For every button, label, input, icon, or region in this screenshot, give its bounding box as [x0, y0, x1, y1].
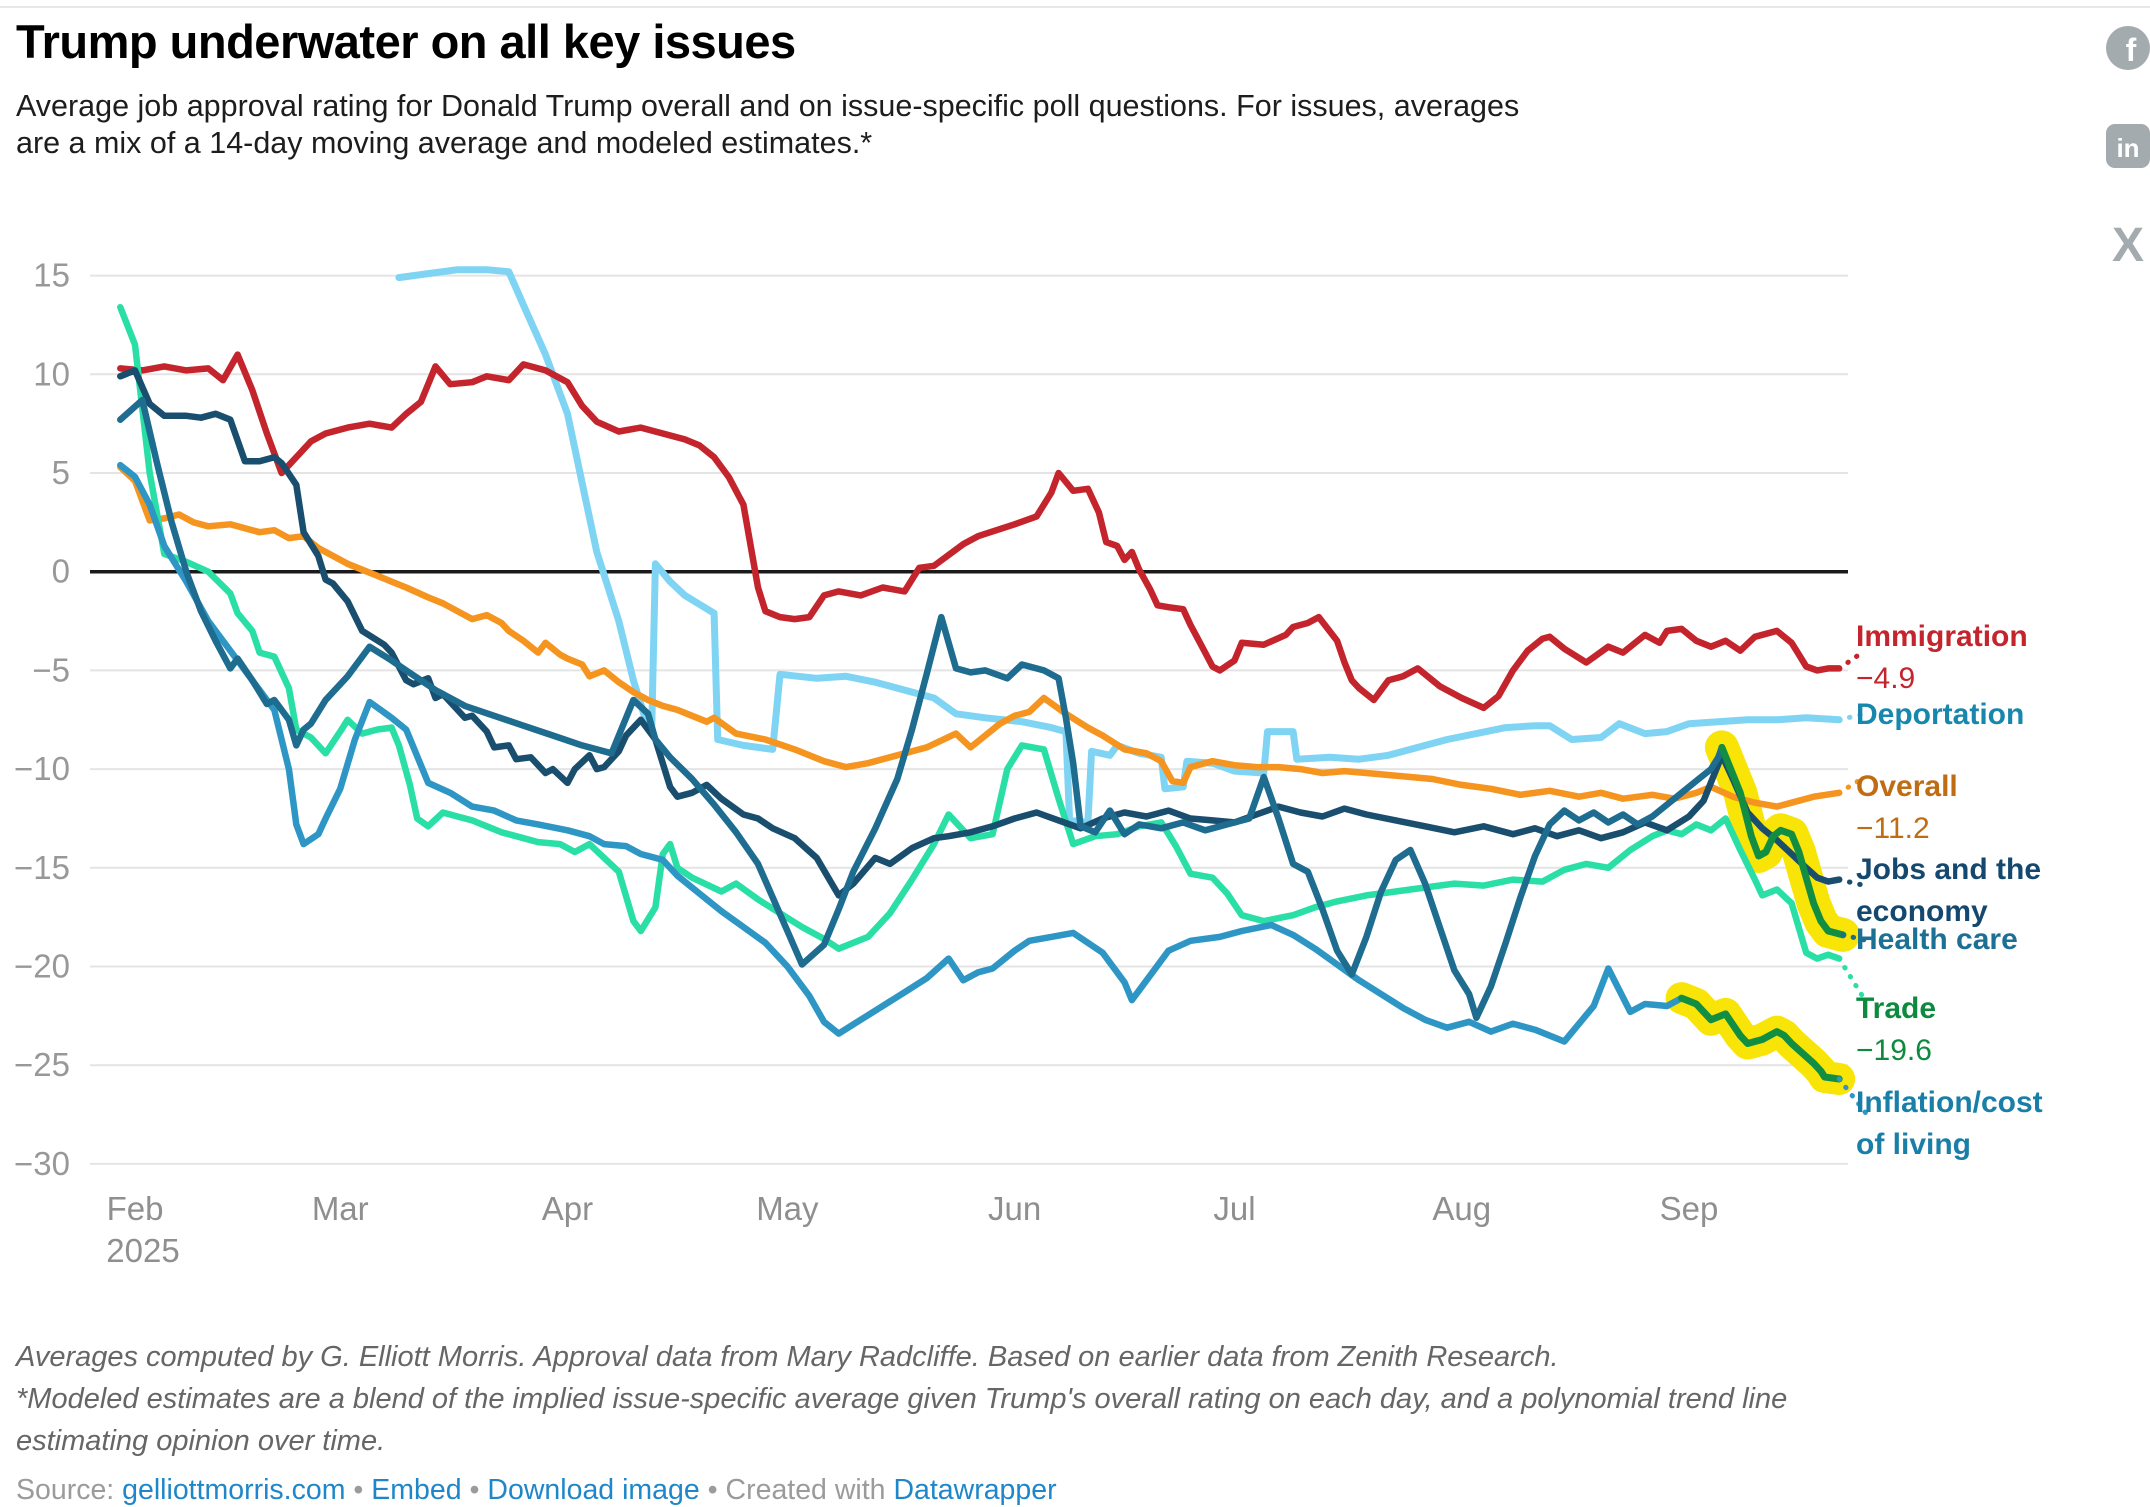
end-label-overall: Overall −11.2	[1856, 766, 1958, 850]
end-label-value: −4.9	[1856, 662, 1916, 695]
x-axis-tick-label: Sep	[1660, 1190, 1719, 1227]
svg-text:in: in	[2116, 133, 2139, 163]
created-with-text: • Created with	[699, 1474, 894, 1506]
download-image-link[interactable]: Download image	[487, 1474, 700, 1506]
end-label-text: Health care	[1856, 923, 2018, 956]
notes-line1: Averages computed by G. Elliott Morris. …	[16, 1341, 1559, 1373]
label-leader-line	[1836, 711, 1868, 723]
label-leader-line	[1836, 877, 1868, 889]
y-axis-tick-label: 15	[33, 257, 70, 294]
x-axis-tick-label: May	[756, 1190, 819, 1227]
end-label-jobs-economy: Jobs and the economy	[1856, 849, 2041, 933]
source-line: Source: gelliottmorris.com • Embed • Dow…	[16, 1474, 2116, 1507]
end-label-inflation: Inflation/cost of living	[1856, 1082, 2043, 1166]
y-axis-tick-label: 0	[52, 553, 70, 590]
end-label-value: −19.6	[1856, 1034, 1932, 1067]
y-axis-tick-label: 10	[33, 355, 70, 392]
x-twitter-share-icon[interactable]: X	[2104, 219, 2150, 273]
end-label-text: of living	[1856, 1128, 1971, 1161]
series-line-health-care-recent-tail	[1718, 743, 1847, 939]
x-axis-tick-label: Aug	[1432, 1190, 1491, 1227]
top-divider	[0, 6, 2150, 8]
end-label-trade: Trade −19.6	[1856, 988, 1936, 1072]
chart-notes: Averages computed by G. Elliott Morris. …	[16, 1336, 2116, 1462]
embed-link[interactable]: Embed	[371, 1474, 462, 1506]
label-leader-line	[1836, 1076, 1872, 1120]
y-axis-tick-label: −30	[14, 1145, 70, 1182]
end-label-text: Deportation	[1856, 698, 2025, 731]
svg-text:X: X	[2112, 220, 2144, 268]
series-line-health-care	[117, 396, 1726, 1022]
end-label-text: Trade	[1856, 992, 1937, 1025]
y-axis-tick-label: −20	[14, 948, 70, 985]
x-axis-year-label: 2025	[106, 1232, 179, 1269]
y-axis-tick-label: −5	[32, 651, 70, 688]
notes-line3: estimating opinion over time.	[16, 1425, 386, 1457]
label-leader-line	[1840, 932, 1872, 944]
end-label-health-care: Health care	[1856, 919, 2018, 961]
source-prefix: Source:	[16, 1474, 123, 1506]
share-buttons: f in X	[2104, 24, 2150, 318]
series-line-inflation-cost-of-living-recent-tail	[1678, 994, 1843, 1083]
series-line-inflation-cost-of-living	[117, 461, 1685, 1045]
end-label-text: Immigration	[1856, 620, 2028, 653]
x-axis-tick-label: Feb	[107, 1190, 164, 1227]
datawrapper-link[interactable]: Datawrapper	[893, 1474, 1057, 1506]
series-line-jobs-and-the-economy	[117, 367, 1843, 899]
label-leader-line	[1836, 956, 1868, 1003]
y-axis-tick-label: −25	[14, 1046, 70, 1083]
end-label-text: Inflation/cost	[1856, 1086, 2043, 1119]
x-axis-tick-label: Jul	[1213, 1190, 1255, 1227]
y-axis-tick-label: −10	[14, 750, 70, 787]
end-label-value: −11.2	[1856, 812, 1930, 845]
svg-text:f: f	[2126, 32, 2137, 68]
y-axis-tick-label: 5	[52, 454, 70, 491]
source-link[interactable]: gelliottmorris.com	[122, 1474, 346, 1506]
y-axis-tick-label: −15	[14, 849, 70, 886]
end-label-text: Overall	[1856, 770, 1958, 803]
notes-line2: *Modeled estimates are a blend of the im…	[16, 1383, 1788, 1415]
facebook-share-icon[interactable]: f	[2104, 24, 2150, 77]
x-axis-tick-label: Apr	[542, 1190, 593, 1227]
source-separator: •	[461, 1474, 488, 1506]
source-separator: •	[345, 1474, 372, 1506]
page-title: Trump underwater on all key issues	[16, 15, 796, 68]
series-line-deportation	[395, 266, 1843, 826]
chart-subtitle-line1: Average job approval rating for Donald T…	[16, 89, 1520, 123]
chart-subtitle-line2: are a mix of a 14-day moving average and…	[16, 126, 873, 160]
end-label-deportation: Deportation	[1856, 694, 2024, 736]
end-label-text: Jobs and the	[1856, 853, 2042, 886]
linkedin-share-icon[interactable]: in	[2104, 122, 2150, 175]
x-axis-tick-label: Jun	[988, 1190, 1041, 1227]
end-label-text: economy	[1856, 895, 1988, 928]
series-line-trade	[117, 303, 1843, 962]
chart-subtitle: Average job approval rating for Donald T…	[16, 88, 1576, 162]
series-line-overall	[117, 463, 1843, 810]
x-axis-tick-label: Mar	[312, 1190, 369, 1227]
series-line-immigration	[117, 351, 1843, 712]
end-label-immigration: Immigration −4.9	[1856, 616, 2028, 700]
